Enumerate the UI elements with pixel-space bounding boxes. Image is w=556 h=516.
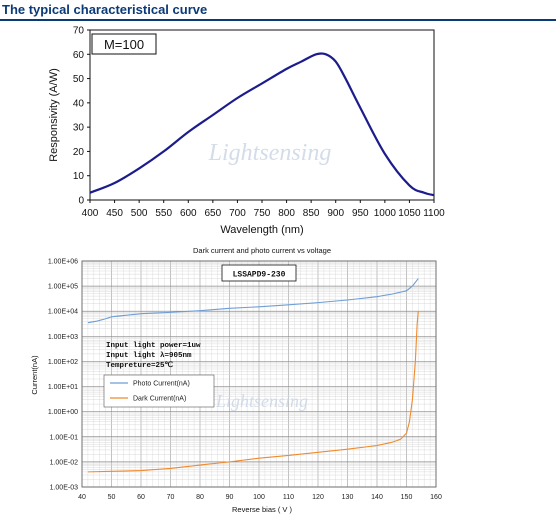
chart2-y-tick-label: 1.00E-01 xyxy=(50,434,79,441)
chart2-y-tick-label: 1.00E+04 xyxy=(48,309,78,316)
chart2-x-tick-label: 60 xyxy=(137,494,145,501)
chart2-y-tick-label: 1.00E-02 xyxy=(50,459,79,466)
chart1-annotation-box xyxy=(91,33,157,55)
chart1-y-tick-label: 30 xyxy=(73,123,85,134)
chart2-plot-frame xyxy=(81,260,437,488)
chart2-y-tick-label: 1.00E+06 xyxy=(48,259,78,266)
chart1-y-tick-label: 0 xyxy=(78,196,84,207)
chart1-y-tick-label: 20 xyxy=(73,147,85,158)
legend-dark-label: Dark Current(nA) xyxy=(133,396,186,403)
chart2-x-tick-label: 140 xyxy=(371,494,383,501)
chart1-x-tick-label: 900 xyxy=(327,208,344,219)
condition-power: Input light power=1uw xyxy=(106,342,201,350)
chart1-y-tick-label: 40 xyxy=(73,98,85,109)
chart1-y-axis-label: Responsivity (A/W) xyxy=(48,68,60,162)
chart1-y-tick-label: 10 xyxy=(73,171,85,182)
dark-current-series-line xyxy=(87,311,419,473)
chart1-y-tick-label: 60 xyxy=(73,50,85,61)
chart1-x-tick-label: 400 xyxy=(82,208,99,219)
chart1-x-tick-label: 650 xyxy=(205,208,222,219)
chart2-x-tick-label: 150 xyxy=(401,494,413,501)
chart2-x-tick-label: 40 xyxy=(78,494,86,501)
chart2-y-tick-label: 1.00E+05 xyxy=(48,284,78,291)
chart1-x-tick-label: 950 xyxy=(352,208,369,219)
chart1-x-tick-label: 1000 xyxy=(374,208,397,219)
responsivity-series-line xyxy=(89,52,435,197)
chart2-x-tick-label: 110 xyxy=(283,494,294,501)
chart1-x-tick-label: 600 xyxy=(180,208,197,219)
model-label-box xyxy=(221,264,297,282)
chart1-y-tick-label: 70 xyxy=(73,26,85,37)
chart2-y-tick-label: 1.00E+01 xyxy=(48,384,78,391)
chart2-y-axis-label: Current(nA) xyxy=(30,355,39,395)
page-title: The typical characteristical curve xyxy=(2,2,208,17)
model-label: LSSAPD9-230 xyxy=(233,271,286,280)
chart1-annotation: M=100 xyxy=(104,37,144,52)
chart1-x-tick-label: 850 xyxy=(303,208,320,219)
chart1-x-tick-label: 800 xyxy=(278,208,295,219)
chart2-x-tick-label: 160 xyxy=(430,494,442,501)
chart2-title: Dark current and photo current vs voltag… xyxy=(193,246,331,255)
chart1-x-axis-label: Wavelength (nm) xyxy=(220,224,303,236)
chart2-y-tick-label: 1.00E+00 xyxy=(48,409,78,416)
chart1-x-tick-label: 750 xyxy=(254,208,271,219)
responsivity-chart: Lightsensing 400 450 500 550 600 650 700 750 800… xyxy=(48,26,445,237)
chart2-x-tick-label: 100 xyxy=(253,494,265,501)
condition-temperature: Tempreture=25℃ xyxy=(106,360,174,370)
chart1-axis-frame xyxy=(89,29,435,201)
photo-current-series-line xyxy=(87,278,419,324)
chart1-x-tick-label: 550 xyxy=(155,208,172,219)
chart2-grid xyxy=(81,260,437,488)
chart2-y-tick-label: 1.00E+02 xyxy=(48,359,78,366)
chart2-x-tick-label: 130 xyxy=(342,494,354,501)
chart2-y-tick-label: 1.00E+03 xyxy=(48,334,78,341)
chart2-x-tick-label: 80 xyxy=(196,494,204,501)
chart2-y-tick-label: 1.00E-03 xyxy=(50,485,79,492)
chart1-x-tick-label: 450 xyxy=(106,208,123,219)
chart1-watermark: Lightsensing xyxy=(208,140,332,166)
chart1-y-tick-label: 50 xyxy=(73,74,85,85)
title-divider xyxy=(0,19,556,21)
chart2-plot-border xyxy=(81,260,437,488)
chart2-legend xyxy=(103,374,215,408)
chart2-x-tick-label: 120 xyxy=(312,494,324,501)
condition-wavelength: Input light λ=905nm xyxy=(106,352,192,360)
legend-photo-label: Photo Current(nA) xyxy=(133,381,190,388)
chart2-watermark: Lightsensing xyxy=(215,391,308,411)
chart1-x-tick-label: 1050 xyxy=(398,208,421,219)
chart2-x-axis-label: Reverse bias ( V ) xyxy=(232,505,293,514)
chart1-x-tick-label: 1100 xyxy=(423,208,445,219)
chart1-x-tick-label: 500 xyxy=(131,208,148,219)
chart2-x-tick-label: 50 xyxy=(108,494,116,501)
chart2-x-tick-label: 70 xyxy=(167,494,175,501)
chart1-x-tick-label: 700 xyxy=(229,208,246,219)
chart1-plot-frame xyxy=(89,29,435,201)
chart2-x-tick-label: 90 xyxy=(226,494,234,501)
